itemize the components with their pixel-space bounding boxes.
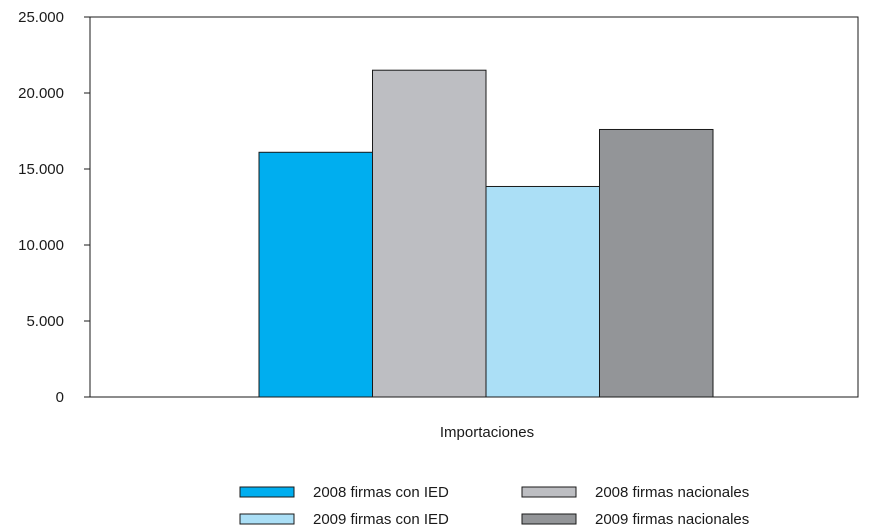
category-label: Importaciones	[440, 424, 534, 441]
legend-swatch-3	[239, 513, 295, 525]
y-axis: 0 5.000 10.000 15.000 20.000 25.000	[18, 9, 90, 406]
bar-3	[485, 185, 600, 398]
y-tick-label: 15.000	[18, 161, 64, 178]
legend-label-1: 2008 firmas con IED	[313, 484, 449, 501]
legend: 2008 firmas con IED 2008 firmas nacionale…	[239, 484, 749, 528]
bar-4	[599, 128, 714, 398]
y-tick-label: 25.000	[18, 9, 64, 26]
y-tick-label: 20.000	[18, 85, 64, 102]
bar-1	[258, 151, 373, 398]
legend-label-2: 2008 firmas nacionales	[595, 484, 749, 501]
y-tick-label: 10.000	[18, 237, 64, 254]
y-tick-label: 0	[56, 389, 64, 406]
y-tick-label: 5.000	[26, 313, 64, 330]
legend-swatch-1	[239, 486, 295, 498]
bars	[258, 69, 714, 398]
legend-label-3: 2009 firmas con IED	[313, 511, 449, 528]
legend-label-4: 2009 firmas nacionales	[595, 511, 749, 528]
bar-2	[372, 69, 487, 398]
x-axis: Importaciones	[440, 424, 534, 441]
legend-swatch-4	[521, 513, 577, 525]
legend-swatch-2	[521, 486, 577, 498]
